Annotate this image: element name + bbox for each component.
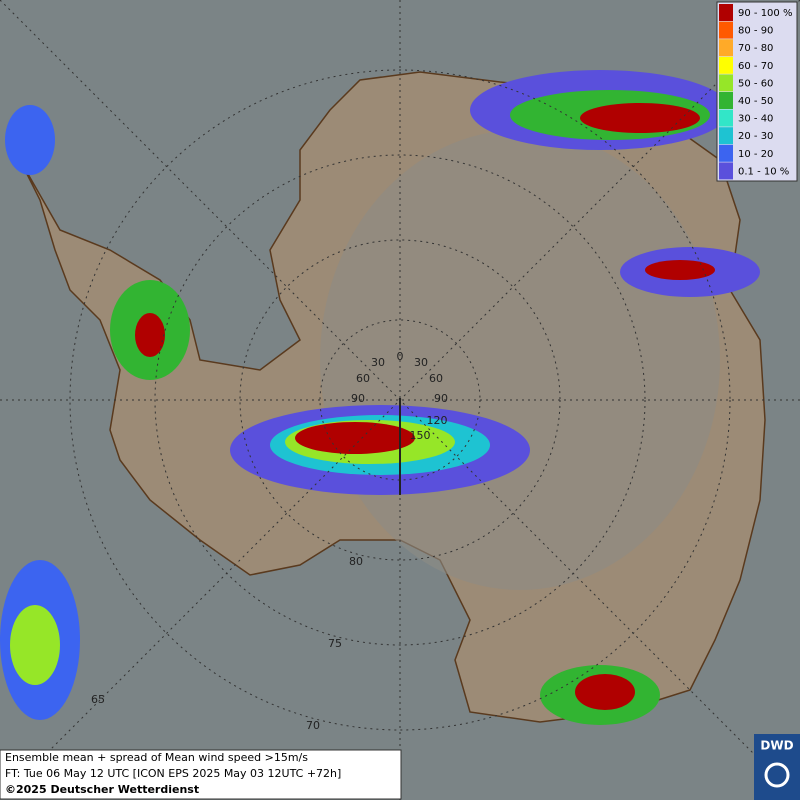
info-line: ©2025 Deutscher Wetterdienst — [5, 783, 199, 796]
info-background — [0, 749, 402, 800]
info-line: FT: Tue 06 May 12 UTC [ICON EPS 2025 May… — [5, 767, 341, 780]
grid-label: 30 — [414, 356, 428, 369]
legend-swatch — [719, 162, 733, 180]
legend-label: 80 - 90 — [738, 26, 773, 37]
grid-label: 60 — [429, 372, 443, 385]
grid-label: 75 — [328, 637, 342, 650]
grid-label: 60 — [356, 372, 370, 385]
legend-label: 30 - 40 — [738, 114, 773, 125]
grid-label: 0 — [397, 350, 404, 363]
legend-swatch — [719, 144, 733, 162]
legend-swatch — [719, 92, 733, 109]
grid-label: 30 — [371, 356, 385, 369]
grid-label: 90 — [351, 392, 365, 405]
grid-label: 150 — [410, 429, 431, 442]
legend-swatch — [719, 56, 733, 74]
grid-label: 70 — [306, 719, 320, 732]
logo: DWD — [754, 734, 800, 800]
logo-text: DWD — [760, 739, 793, 753]
legend-swatch — [719, 21, 733, 39]
info-box: Ensemble mean + spread of Mean wind spee… — [0, 749, 402, 800]
legend: 90 - 100 % 80 - 90 70 - 80 60 - 70 50 - 60 40… — [716, 1, 798, 182]
legend-swatch — [719, 109, 733, 127]
grid-label: 90 — [434, 392, 448, 405]
legend-swatch — [719, 39, 733, 57]
grid-label: 65 — [91, 693, 105, 706]
legend-label: 10 - 20 — [738, 149, 773, 160]
legend-label: 70 - 80 — [738, 43, 773, 54]
legend-label: 60 - 70 — [738, 61, 773, 72]
grid-label: 120 — [427, 414, 448, 427]
legend-swatch — [719, 127, 733, 145]
legend-label: 20 - 30 — [738, 131, 773, 142]
grid-label: 80 — [349, 555, 363, 568]
legend-swatch — [719, 74, 733, 92]
legend-label: 0.1 - 10 % — [738, 166, 789, 177]
info-line: Ensemble mean + spread of Mean wind spee… — [5, 751, 308, 764]
logo-background — [754, 734, 800, 800]
legend-swatch — [719, 4, 733, 21]
probability-areas — [0, 70, 760, 725]
logo-icon — [764, 762, 790, 788]
legend-label: 50 - 60 — [738, 78, 773, 89]
legend-label: 90 - 100 % — [738, 8, 792, 19]
legend-label: 40 - 50 — [738, 96, 773, 107]
